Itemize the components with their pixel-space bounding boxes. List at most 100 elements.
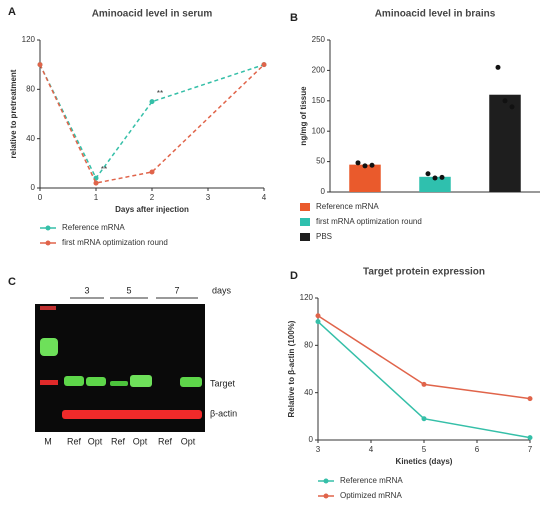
lane-label: Ref (158, 436, 173, 446)
chart-title: Target protein expression (363, 267, 485, 278)
data-point (421, 416, 427, 422)
data-point (93, 180, 99, 186)
target-band (86, 377, 106, 386)
lane-label: Opt (88, 436, 103, 446)
x-tick-label: 4 (369, 445, 374, 454)
legend-swatch (300, 218, 310, 226)
y-tick-label: 200 (312, 66, 326, 75)
data-point (502, 98, 508, 104)
y-tick-label: 40 (304, 388, 313, 397)
y-tick-label: 0 (31, 183, 36, 192)
y-tick-label: 80 (304, 340, 313, 349)
panel-letter: A (8, 6, 16, 18)
legend-dot (323, 493, 329, 499)
data-point (315, 313, 321, 319)
data-point (439, 174, 445, 180)
data-point (369, 162, 375, 168)
legend-label: Reference mRNA (316, 202, 379, 211)
marker-band (40, 338, 58, 356)
data-point (527, 396, 533, 402)
y-tick-label: 80 (26, 84, 35, 93)
data-point (315, 319, 321, 325)
annotation: ** (157, 89, 163, 98)
legend-label: PBS (316, 232, 332, 241)
bar (489, 94, 521, 192)
days-label: days (212, 285, 232, 295)
x-tick-label: 3 (206, 193, 211, 202)
legend-dot (323, 478, 329, 484)
data-point (527, 435, 533, 441)
panel-letter: B (290, 12, 298, 24)
x-tick-label: 6 (475, 445, 480, 454)
actin-band (62, 410, 202, 419)
bar (349, 164, 381, 192)
data-point (421, 381, 427, 387)
y-tick-label: 150 (312, 96, 326, 105)
y-axis-label: relative to pretreatment (9, 69, 18, 158)
band-label: Target (210, 378, 236, 388)
data-point (355, 160, 361, 166)
x-tick-label: 2 (150, 193, 155, 202)
lane-label: Opt (133, 436, 148, 446)
x-axis-label: Kinetics (days) (396, 457, 453, 466)
target-band (180, 377, 202, 387)
panel-letter: C (8, 276, 16, 288)
legend-label: first mRNA optimization round (316, 217, 422, 226)
legend-dot (45, 240, 51, 246)
y-tick-label: 120 (22, 35, 36, 44)
x-tick-label: 5 (422, 445, 427, 454)
legend-dot (45, 225, 51, 231)
y-tick-label: 0 (321, 187, 326, 196)
marker-band (40, 380, 58, 385)
legend-label: Optimized mRNA (340, 491, 402, 500)
data-point (37, 62, 43, 68)
lane-label: Ref (67, 436, 82, 446)
y-tick-label: 100 (312, 126, 326, 135)
x-tick-label: 0 (38, 193, 43, 202)
data-point (362, 163, 368, 169)
y-axis-label: Relative to β-actin (100%) (287, 320, 296, 417)
y-axis-label: ng/mg of tissue (299, 86, 308, 146)
blot-panel: C 3 5 7 days Target β-actin M Ref Opt Re… (8, 276, 237, 446)
annotation: ** (101, 165, 107, 174)
panel-letter: D (290, 270, 298, 282)
chart-title: Aminoacid level in serum (92, 9, 213, 20)
target-band (130, 375, 152, 387)
x-tick-label: 1 (94, 193, 99, 202)
data-point (149, 99, 155, 105)
chart-title: Aminoacid level in brains (375, 9, 496, 20)
data-point (261, 62, 267, 68)
legend-swatch (300, 203, 310, 211)
legend-swatch (300, 233, 310, 241)
target-band (110, 381, 128, 386)
day-label: 3 (84, 285, 89, 295)
legend-label: first mRNA optimization round (62, 238, 168, 247)
legend-label: Reference mRNA (62, 223, 125, 232)
lane-label: Ref (111, 436, 126, 446)
band-label: β-actin (210, 408, 237, 418)
data-point (495, 64, 501, 70)
bar (419, 176, 451, 192)
y-tick-label: 250 (312, 35, 326, 44)
day-label: 7 (174, 285, 179, 295)
lane-label: M (44, 436, 52, 446)
data-point (149, 169, 155, 175)
marker-band (40, 306, 56, 310)
legend-label: Reference mRNA (340, 476, 403, 485)
series-line (39, 63, 265, 180)
data-point (432, 175, 438, 181)
data-point (425, 171, 431, 177)
x-axis-label: Days after injection (115, 205, 189, 214)
y-tick-label: 0 (309, 435, 314, 444)
y-tick-label: 50 (316, 157, 325, 166)
target-band (64, 376, 84, 386)
day-label: 5 (126, 285, 131, 295)
x-tick-label: 7 (528, 445, 533, 454)
y-tick-label: 40 (26, 134, 35, 143)
y-tick-label: 120 (300, 293, 314, 302)
data-point (509, 104, 515, 110)
x-tick-label: 4 (262, 193, 267, 202)
x-tick-label: 3 (316, 445, 321, 454)
series-line (39, 64, 265, 184)
